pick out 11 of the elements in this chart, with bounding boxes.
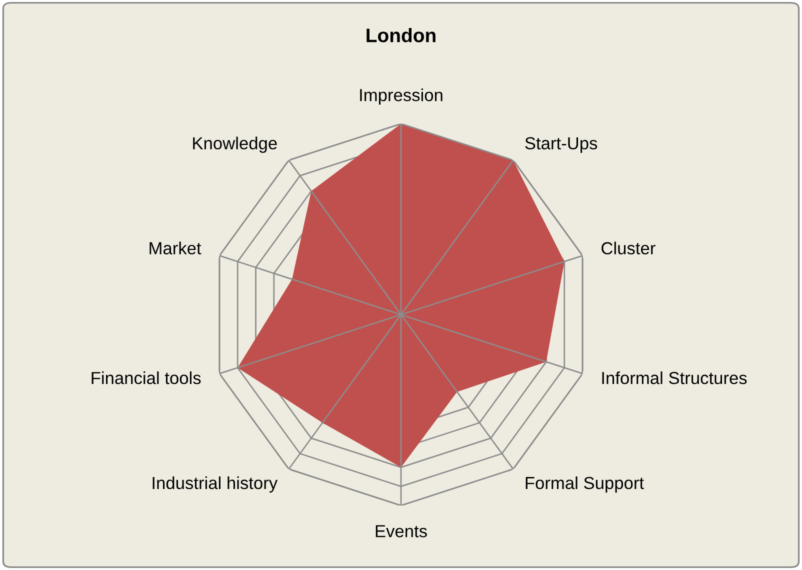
spoke-label: Industrial history (152, 476, 278, 493)
spoke-label: Financial tools (92, 371, 201, 384)
spoke-label: Events (376, 525, 427, 538)
spoke-label: Knowledge (193, 136, 277, 153)
spoke-label: Impression (360, 88, 442, 105)
spoke-label: Formal Support (526, 476, 644, 493)
spoke-label: Cluster (602, 242, 656, 254)
chart-title: London (366, 28, 436, 42)
spoke-label: Start-Ups (525, 137, 598, 153)
spoke-label: Informal Structures (602, 371, 747, 384)
spoke-label: Market (150, 242, 202, 254)
